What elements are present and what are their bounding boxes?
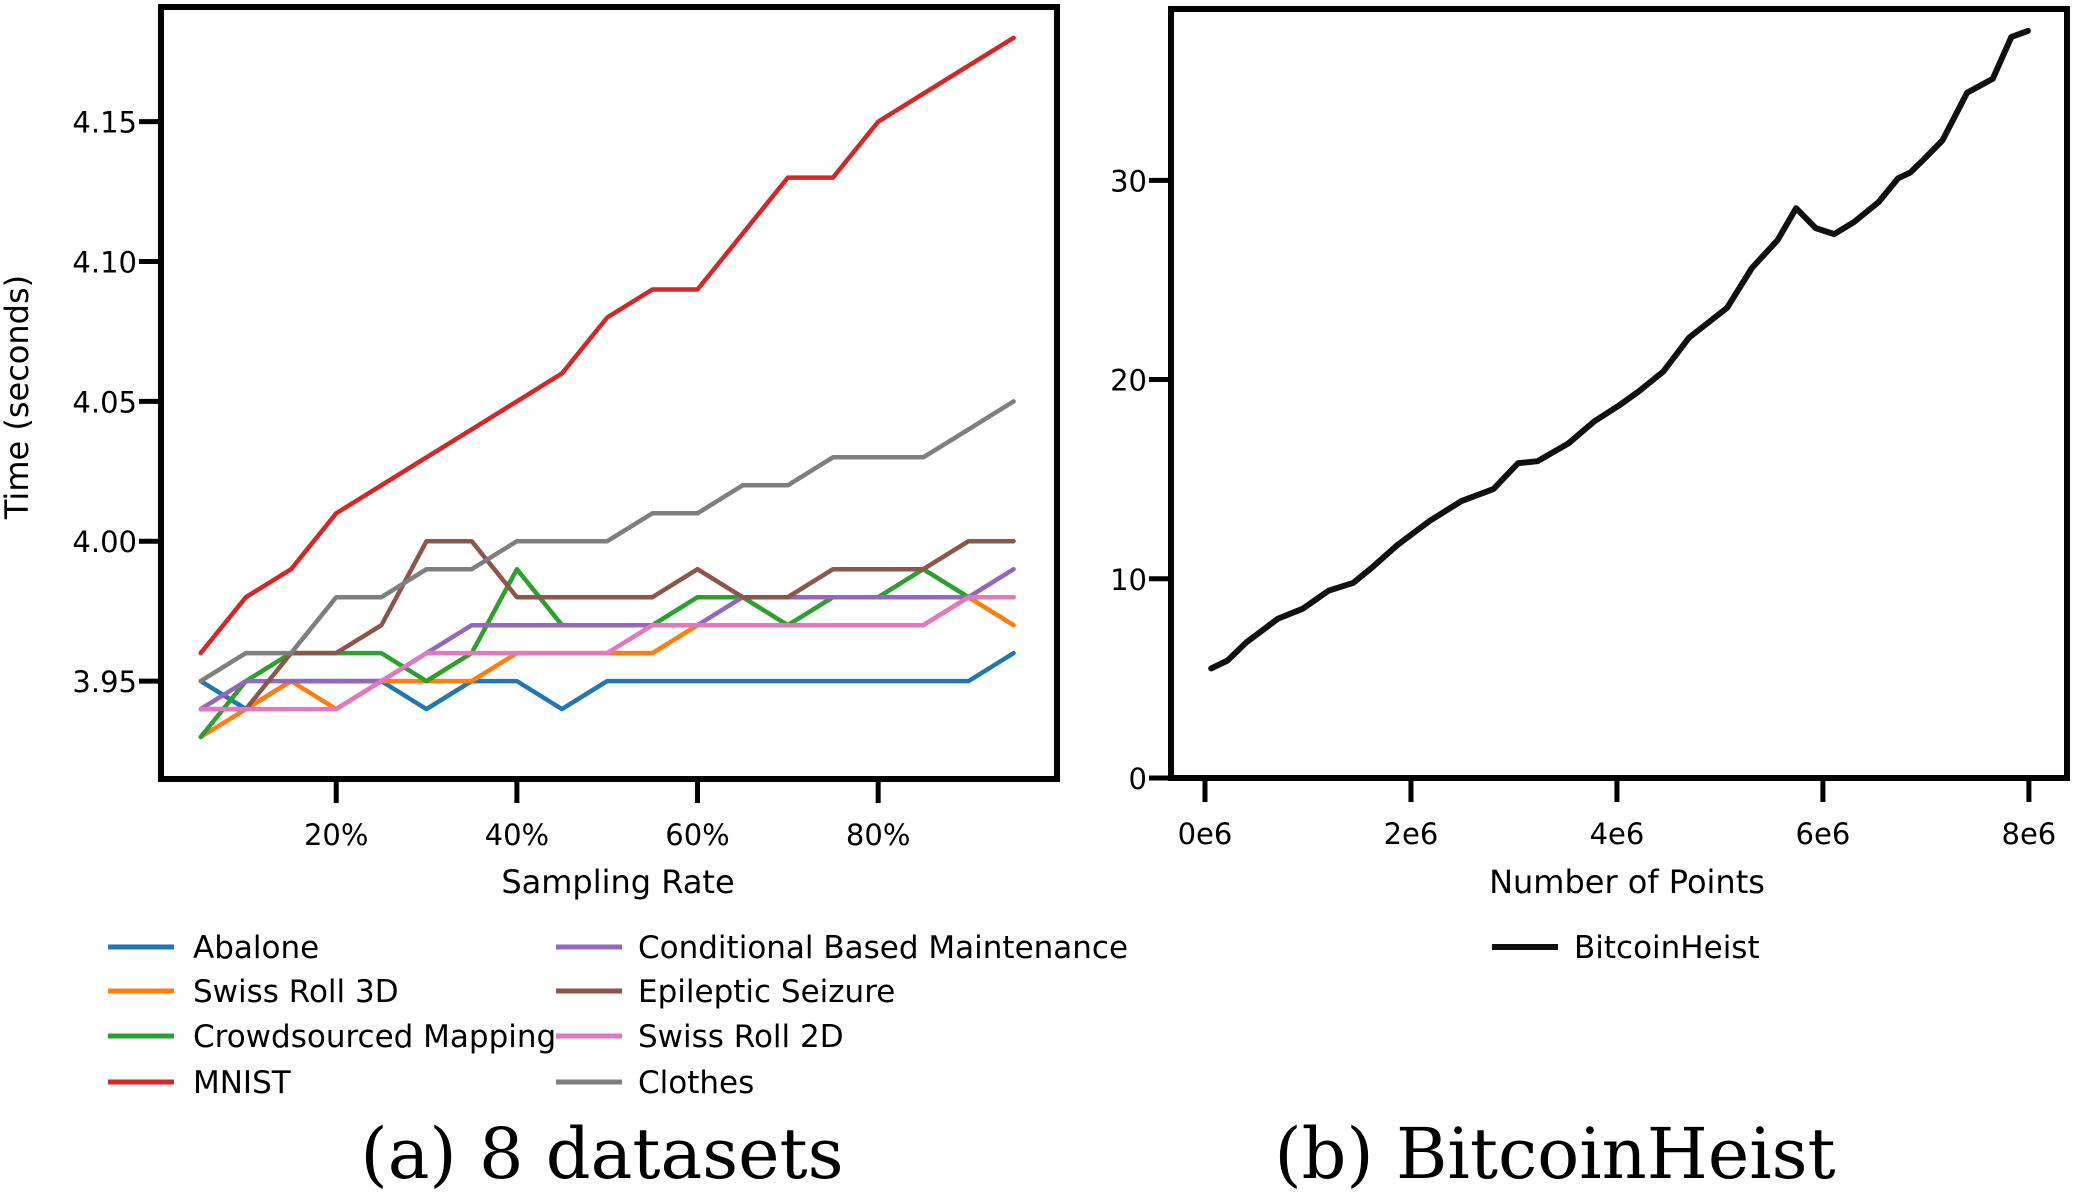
panel-a-series-mnist — [198, 35, 1016, 656]
legend-item-bitcoinheist: BitcoinHeist — [1492, 930, 1760, 966]
panel-b-x-axis-label: Number of Points — [1489, 863, 1765, 901]
panel-a-x-tick-label: 20% — [304, 818, 368, 852]
legend-item-mnist: MNIST — [108, 1065, 292, 1101]
panel-a-y-tick-label: 4.05 — [72, 385, 137, 419]
panel-a-series-clothes — [198, 399, 1016, 684]
legend-label: Conditional Based Maintenance — [638, 930, 1128, 966]
panel-a-series-lines — [198, 35, 1016, 740]
panel-a-y-ticks: 3.95 4.00 4.05 4.10 4.15 — [72, 106, 161, 699]
panel-b-x-tick-label: 2e6 — [1384, 817, 1439, 851]
panel-b-y-tick-label: 10 — [1110, 563, 1147, 597]
legend-label: Swiss Roll 2D — [638, 1019, 844, 1055]
panel-a-x-tick-label: 60% — [665, 818, 729, 852]
panel-a-x-tick-label: 80% — [846, 818, 910, 852]
legend-label: Abalone — [193, 930, 319, 966]
panel-a-series-epileptic-seizure — [198, 538, 1016, 712]
panel-b-series-bitcoinheist — [1208, 27, 2031, 672]
panel-b-y-tick-label: 30 — [1110, 164, 1147, 198]
panel-b-y-ticks: 0 10 20 30 — [1110, 164, 1171, 796]
panel-a-x-tick-label: 40% — [485, 818, 549, 852]
panel-a-x-ticks: 20% 40% 60% 80% — [304, 779, 910, 852]
legend-item-swiss-roll-2d: Swiss Roll 2D — [556, 1019, 844, 1055]
legend-item-clothes: Clothes — [556, 1065, 754, 1101]
panel-a-caption: (a) 8 datasets — [360, 1113, 843, 1192]
panel-a-series-conditional-based-maintenance — [198, 566, 1016, 712]
panel-a-y-tick-label: 4.10 — [72, 246, 137, 280]
panel-b-plot-frame — [1168, 6, 2070, 781]
legend-label: Clothes — [638, 1065, 754, 1101]
panel-b-x-tick-label: 8e6 — [2002, 817, 2057, 851]
legend-label: Swiss Roll 3D — [193, 974, 399, 1010]
legend-item-epileptic-seizure: Epileptic Seizure — [556, 974, 895, 1010]
panel-a-plot-frame — [158, 4, 1060, 782]
panel-b-x-tick-label: 6e6 — [1796, 817, 1851, 851]
panel-a-x-axis-label: Sampling Rate — [501, 863, 734, 901]
panel-b-chart: 0e6 2e6 4e6 6e6 8e6 0 10 20 30 Number of Points… — [1110, 6, 2070, 1192]
legend-item-swiss-roll-3d: Swiss Roll 3D — [108, 974, 399, 1010]
panel-b-x-tick-label: 0e6 — [1178, 817, 1233, 851]
legend-label: Epileptic Seizure — [638, 974, 895, 1010]
panel-a-y-tick-label: 3.95 — [72, 665, 137, 699]
legend-item-conditional-based-maintenance: Conditional Based Maintenance — [556, 930, 1128, 966]
legend-label: MNIST — [193, 1065, 292, 1101]
panel-a-y-tick-label: 4.00 — [72, 525, 137, 559]
panel-a-series-swiss-roll-3d — [198, 594, 1016, 740]
panel-a-y-tick-label: 4.15 — [72, 106, 137, 140]
panel-b-x-ticks: 0e6 2e6 4e6 6e6 8e6 — [1178, 778, 2057, 851]
panel-b-caption: (b) BitcoinHeist — [1274, 1113, 1835, 1192]
panel-b-y-tick-label: 0 — [1129, 762, 1147, 796]
legend-label: BitcoinHeist — [1574, 930, 1760, 966]
panel-a-y-axis-label: Time (seconds) — [0, 275, 36, 520]
panel-b-series-lines — [1208, 27, 2031, 672]
panel-a-series-swiss-roll-2d — [198, 594, 1016, 712]
panel-b-x-tick-label: 4e6 — [1590, 817, 1645, 851]
panel-a-chart: 20% 40% 60% 80% 3.95 4.00 4.05 4.10 4.15 Sampli… — [0, 4, 1128, 1192]
panel-b-y-tick-label: 20 — [1110, 364, 1147, 398]
panel-a-legend: Abalone Swiss Roll 3D Crowdsourced Mapping… — [108, 930, 1128, 1101]
legend-label: Crowdsourced Mapping — [193, 1019, 556, 1055]
legend-item-abalone: Abalone — [108, 930, 319, 966]
panel-b-legend: BitcoinHeist — [1492, 930, 1760, 966]
legend-item-crowdsourced-mapping: Crowdsourced Mapping — [108, 1019, 556, 1055]
